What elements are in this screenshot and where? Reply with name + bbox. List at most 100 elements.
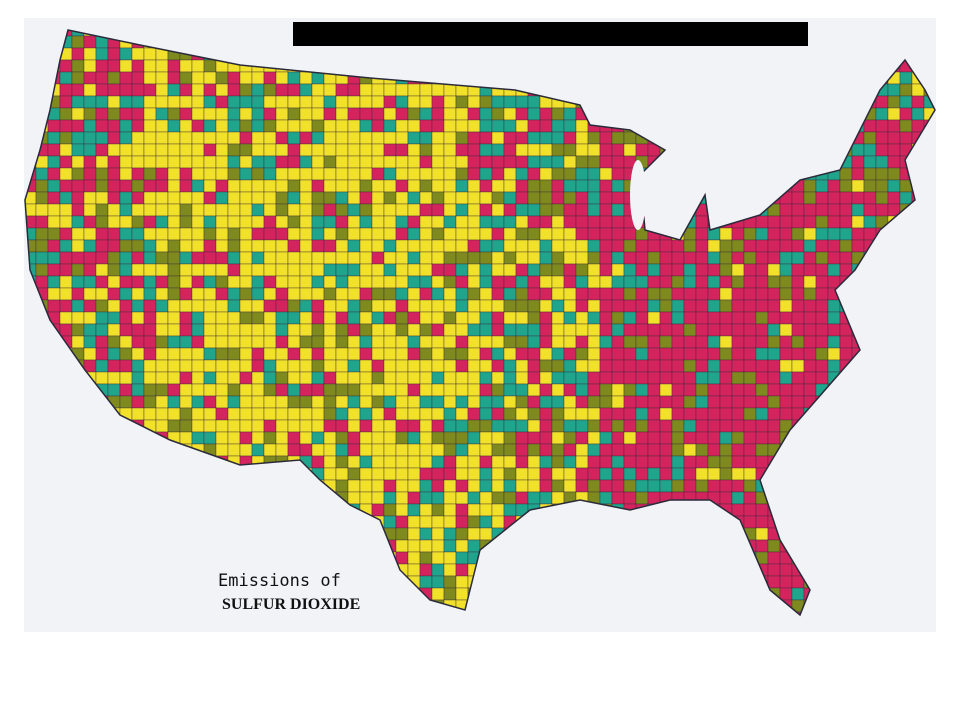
county	[227, 203, 241, 217]
county	[395, 383, 409, 397]
county	[503, 119, 517, 133]
county	[263, 347, 277, 361]
county	[719, 251, 733, 265]
county	[563, 155, 577, 169]
county	[707, 359, 721, 373]
county	[755, 287, 769, 301]
county	[395, 539, 409, 553]
county	[791, 335, 805, 349]
county	[503, 503, 517, 517]
county	[251, 191, 265, 205]
county	[431, 551, 445, 565]
county	[299, 299, 313, 313]
county	[563, 203, 577, 217]
county	[563, 143, 577, 157]
county	[743, 431, 757, 445]
county	[815, 179, 829, 193]
county	[479, 431, 493, 445]
county	[215, 287, 229, 301]
county	[731, 371, 745, 385]
county	[443, 107, 457, 121]
county	[827, 203, 841, 217]
county	[95, 227, 109, 241]
county	[203, 287, 217, 301]
county	[167, 155, 181, 169]
county	[227, 215, 241, 229]
county	[707, 431, 721, 445]
redaction-bar	[293, 22, 808, 46]
county	[419, 479, 433, 493]
county	[131, 95, 145, 109]
county	[587, 479, 601, 493]
county	[35, 227, 49, 241]
county	[431, 311, 445, 325]
county	[659, 287, 673, 301]
county	[251, 275, 265, 289]
county	[155, 263, 169, 277]
county	[323, 311, 337, 325]
county	[803, 323, 817, 337]
county	[599, 251, 613, 265]
county	[347, 251, 361, 265]
county	[47, 263, 61, 277]
county	[599, 431, 613, 445]
county	[455, 503, 469, 517]
county	[659, 323, 673, 337]
county	[251, 263, 265, 277]
county	[503, 335, 517, 349]
county	[443, 587, 457, 601]
county	[431, 467, 445, 481]
county	[503, 491, 517, 505]
county	[251, 215, 265, 229]
county	[443, 563, 457, 577]
county	[455, 527, 469, 541]
county	[851, 179, 865, 193]
county	[695, 359, 709, 373]
county	[371, 323, 385, 337]
county	[599, 323, 613, 337]
county	[767, 359, 781, 373]
county	[695, 479, 709, 493]
county	[936, 84, 948, 96]
county	[431, 539, 445, 553]
county	[419, 287, 433, 301]
county	[287, 311, 301, 325]
county	[59, 143, 73, 157]
county	[395, 191, 409, 205]
county	[467, 263, 481, 277]
county	[563, 359, 577, 373]
county	[107, 383, 121, 397]
county	[359, 419, 373, 433]
county	[479, 371, 493, 385]
county	[707, 479, 721, 493]
county	[599, 407, 613, 421]
county	[731, 323, 745, 337]
county	[239, 275, 253, 289]
county	[887, 83, 901, 97]
county	[251, 251, 265, 265]
county	[167, 275, 181, 289]
county	[551, 479, 565, 493]
county	[515, 215, 529, 229]
county	[263, 203, 277, 217]
county	[695, 299, 709, 313]
county	[515, 227, 529, 241]
county	[767, 383, 781, 397]
county	[59, 107, 73, 121]
county	[203, 167, 217, 181]
county	[251, 83, 265, 97]
county	[635, 251, 649, 265]
county	[251, 395, 265, 409]
county	[503, 383, 517, 397]
county	[311, 323, 325, 337]
county	[719, 287, 733, 301]
county	[371, 119, 385, 133]
county	[575, 467, 589, 481]
county	[467, 467, 481, 481]
county	[143, 335, 157, 349]
county	[299, 83, 313, 97]
county	[419, 299, 433, 313]
county	[527, 215, 541, 229]
county	[503, 371, 517, 385]
